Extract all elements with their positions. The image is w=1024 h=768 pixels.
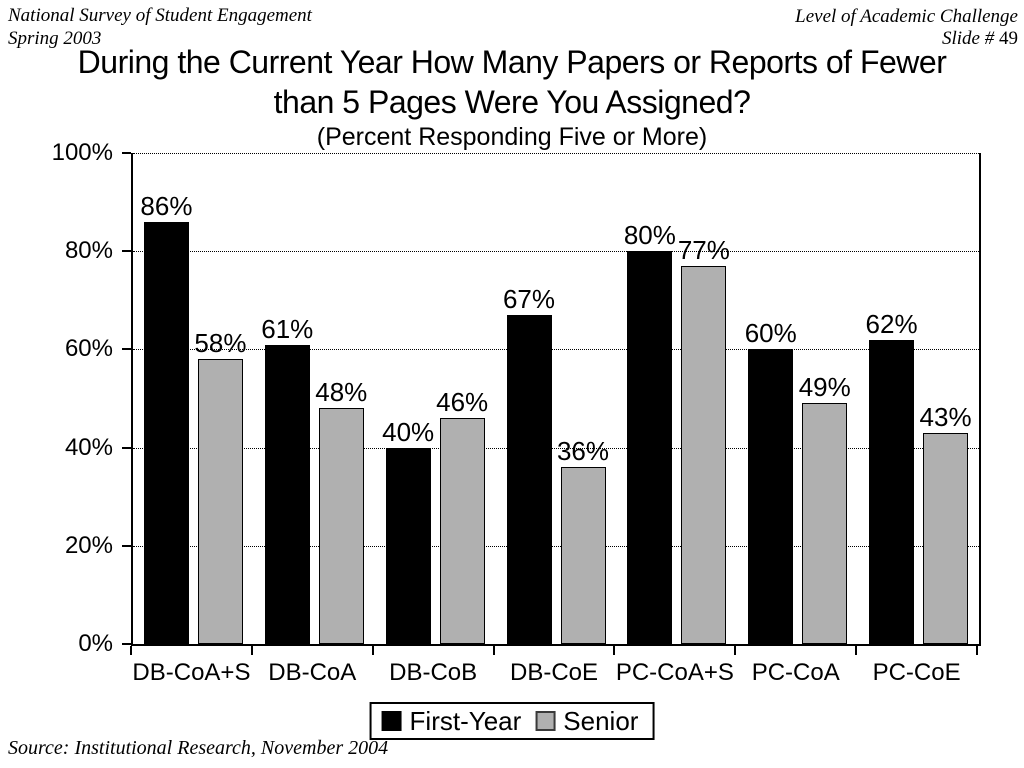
bar-value-label: 46% (436, 387, 489, 418)
y-tick-40 (122, 446, 131, 449)
y-tick-label-80: 80% (64, 237, 113, 265)
y-tick-label-40: 40% (64, 433, 113, 461)
x-tick-5 (734, 646, 736, 655)
bar-value-label: 67% (502, 284, 556, 315)
bar-value-label: 49% (798, 372, 851, 403)
bar-group-DB-CoA+S: 86% 58% (133, 153, 254, 644)
bar-senior-DB-CoB: 46% (436, 388, 488, 644)
x-tick-4 (613, 646, 615, 655)
x-tick-0 (130, 646, 132, 655)
header-left: National Survey of Student Engagement Sp… (8, 4, 312, 50)
bar-value-label: 36% (556, 436, 610, 467)
x-label-DB-CoA+S: DB-CoA+S (132, 659, 251, 686)
x-tick-6 (855, 646, 857, 655)
x-label-DB-CoB: DB-CoB (389, 659, 478, 686)
section-name: Level of Academic Challenge (795, 6, 1018, 27)
x-label-PC-CoA+S: PC-CoA+S (615, 659, 734, 686)
x-labels: DB-CoA+S DB-CoA DB-CoB DB-CoE PC-CoA+S PC-CoA… (131, 659, 977, 687)
bar-value-label: 77% (677, 234, 730, 265)
gridline-80 (133, 251, 979, 253)
y-tick-0 (122, 643, 131, 645)
bar-first-year-DB-CoB: 40% (382, 418, 434, 644)
y-tick-80 (122, 250, 131, 253)
slide-number: 49 (999, 28, 1018, 49)
bar-value-label: 58% (194, 328, 247, 359)
legend: First-Year Senior (369, 702, 655, 740)
bar-first-year-PC-CoA: 60% (745, 319, 797, 644)
bar-value-label: 48% (315, 377, 368, 408)
bar-senior-PC-CoE: 43% (920, 403, 972, 644)
bar-first-year-PC-CoE: 62% (866, 310, 918, 644)
slide-label: Slide # (942, 28, 999, 49)
x-axis: DB-CoA+S DB-CoA DB-CoB DB-CoE PC-CoA+S PC-CoA… (130, 646, 978, 698)
legend-label-first-year: First-Year (409, 706, 522, 736)
y-tick-60 (122, 348, 131, 351)
y-tick-label-20: 20% (64, 531, 113, 559)
gridline-40 (133, 447, 979, 449)
chart-subtitle: (Percent Responding Five or More) (316, 123, 708, 151)
bar-first-year-DB-CoA+S: 86% (140, 192, 192, 644)
legend-swatch-senior (535, 711, 556, 731)
y-axis: 0% 20% 40% 60% 80% 100% (0, 139, 131, 657)
bar-first-year-DB-CoA: 61% (261, 315, 313, 644)
legend-swatch-first-year (381, 711, 402, 731)
x-label-PC-CoE: PC-CoE (872, 659, 961, 686)
bar-group-PC-CoE: 62% 43% (858, 153, 979, 644)
plot-area: 86% 58% 61% 48% 40% 46% 67% 36% 80% 77% 60% 49% 62% 4… (131, 153, 981, 646)
bar-senior-PC-CoA+S: 77% (678, 236, 730, 644)
bar-senior-PC-CoA: 49% (799, 373, 851, 644)
survey-term: Spring 2003 (8, 28, 102, 49)
source-note: Source: Institutional Research, November… (8, 737, 389, 759)
x-tick-1 (251, 646, 253, 655)
bar-value-label: 62% (865, 308, 918, 339)
bar-first-year-PC-CoA+S: 80% (624, 221, 676, 644)
survey-name: National Survey of Student Engagement (8, 5, 312, 26)
bar-group-DB-CoE: 67% 36% (496, 153, 617, 644)
y-tick-100 (122, 152, 131, 154)
chart-title-line2: than 5 Pages Were You Assigned? (273, 84, 751, 120)
legend-label-senior: Senior (563, 706, 639, 736)
x-tick-3 (493, 646, 495, 655)
bar-senior-DB-CoA+S: 58% (194, 329, 246, 644)
x-tick-2 (372, 646, 374, 655)
title-block: During the Current Year How Many Papers … (0, 42, 1024, 152)
bar-value-label: 43% (919, 401, 972, 432)
header-right: Level of Academic Challenge Slide # 49 (795, 6, 1018, 50)
x-tick-7 (976, 646, 978, 655)
y-tick-label-60: 60% (64, 335, 113, 363)
y-tick-label-0: 0% (78, 630, 113, 657)
y-tick-label-100: 100% (51, 139, 113, 166)
slide-number-line: Slide # 49 (795, 28, 1018, 50)
bar-value-label: 86% (140, 190, 193, 221)
bar-senior-DB-CoA: 48% (315, 378, 367, 644)
gridline-100 (133, 153, 979, 154)
x-label-DB-CoA: DB-CoA (268, 659, 357, 686)
bar-value-label: 61% (261, 313, 314, 344)
bar-group-PC-CoA+S: 80% 77% (616, 153, 737, 644)
y-tick-20 (122, 544, 131, 547)
chart-title-line1: During the Current Year How Many Papers … (77, 44, 947, 80)
x-label-PC-CoA: PC-CoA (751, 659, 840, 686)
bar-value-label: 80% (623, 220, 676, 251)
gridline-60 (133, 349, 979, 351)
bar-senior-DB-CoE: 36% (557, 437, 609, 644)
bar-first-year-DB-CoE: 67% (503, 285, 555, 644)
bar-group-PC-CoA: 60% 49% (737, 153, 858, 644)
bar-value-label: 60% (744, 318, 797, 349)
bar-value-label: 40% (382, 416, 435, 447)
gridline-20 (133, 545, 979, 547)
bar-series-container: 86% 58% 61% 48% 40% 46% 67% 36% 80% 77% 60% 49% 62% 4… (133, 153, 979, 644)
x-label-DB-CoE: DB-CoE (509, 659, 599, 686)
bar-group-DB-CoA: 61% 48% (254, 153, 375, 644)
bar-group-DB-CoB: 40% 46% (375, 153, 496, 644)
